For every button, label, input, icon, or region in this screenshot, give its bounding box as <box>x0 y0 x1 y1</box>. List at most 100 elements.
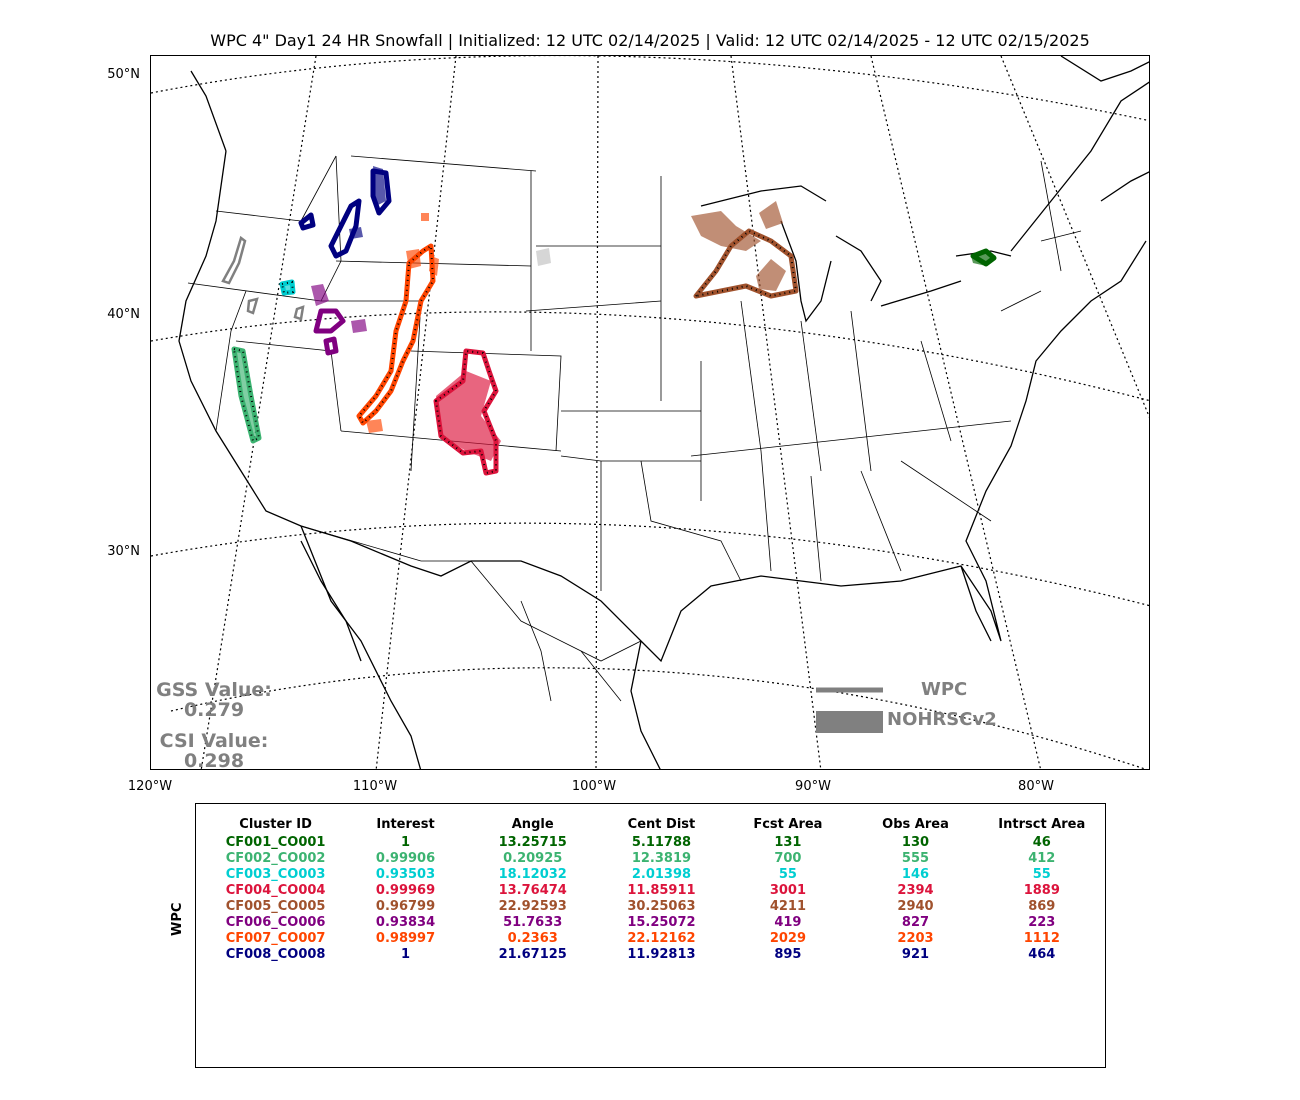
parallel-40n <box>151 311 1149 402</box>
great-lakes-erie <box>880 280 962 307</box>
great-lakes-huron <box>835 235 882 302</box>
col-header-angle: Angle <box>511 816 554 832</box>
parallel-lower <box>170 667 1147 769</box>
hudson-bay-coast <box>1060 56 1149 82</box>
cell-angle: 51.7633 <box>503 914 563 930</box>
lon-label-100w: 100°W <box>571 779 617 794</box>
fcst-contour-cf007 <box>356 243 436 426</box>
cell-cent-dist: 22.12162 <box>627 930 696 946</box>
cell-cluster-id: CF007_CO007 <box>225 930 326 946</box>
map-title: WPC 4" Day1 24 HR Snowfall | Initialized… <box>210 31 1090 50</box>
col-header-interest: Interest <box>376 816 435 832</box>
st-lawrence <box>1010 81 1149 252</box>
cell-interest: 1 <box>401 834 411 850</box>
lon-label-90w: 90°W <box>795 779 831 794</box>
great-lakes-ontario <box>955 250 1012 257</box>
cell-fcst-area: 700 <box>774 850 802 866</box>
cell-cluster-id: CF005_CO005 <box>225 898 326 914</box>
cell-obs-area: 827 <box>901 914 930 930</box>
meridian-100w <box>595 56 599 769</box>
fcst-contour-cf008b <box>328 198 362 259</box>
table-row: CF004_CO004 0.99969 13.76474 11.85911 3001 23… <box>206 882 1105 898</box>
cell-cent-dist: 5.11788 <box>631 834 692 850</box>
cell-cent-dist: 2.01398 <box>631 866 692 882</box>
legend-observed-swatch <box>816 711 883 733</box>
cell-intrsct-area: 464 <box>1028 946 1056 962</box>
table-side-label: WPC <box>170 902 185 936</box>
map-canvas <box>151 56 1149 769</box>
florida-outline <box>960 565 992 642</box>
us-outline <box>178 150 1147 663</box>
col-header-cent-dist: Cent Dist <box>627 816 696 832</box>
cell-angle: 13.76474 <box>498 882 567 898</box>
cell-cent-dist: 11.92813 <box>627 946 696 962</box>
cell-cluster-id: CF002_CO002 <box>225 850 326 866</box>
parallel-30n <box>151 522 1149 607</box>
cell-obs-area: 2940 <box>897 898 934 914</box>
cell-interest: 0.96799 <box>375 898 436 914</box>
meridian-70w <box>1000 56 1149 418</box>
cell-intrsct-area: 55 <box>1032 866 1051 882</box>
table-header-row: Cluster ID Interest Angle Cent Dist Fcst… <box>206 814 1105 834</box>
cell-interest: 0.98997 <box>375 930 436 946</box>
lat-label-30n: 30°N <box>107 544 140 559</box>
cell-fcst-area: 131 <box>774 834 802 850</box>
lon-label-120w: 120°W <box>127 779 173 794</box>
cell-cent-dist: 30.25063 <box>627 898 696 914</box>
obs-area-cf006 <box>311 284 329 306</box>
table-row: CF003_CO003 0.93503 18.12032 2.01398 55 146 55 <box>206 866 1105 882</box>
lon-label-110w: 110°W <box>352 779 398 794</box>
obs-area-cf008 <box>373 166 386 206</box>
cell-fcst-area: 2029 <box>769 930 806 946</box>
legend-forecast-label: WPC <box>921 679 968 700</box>
cell-angle: 18.12032 <box>498 866 567 882</box>
gss-label: GSS Value: <box>156 679 272 701</box>
cell-interest: 0.93503 <box>375 866 436 882</box>
legend-observed-label: NOHRSCv2 <box>887 709 997 730</box>
cell-fcst-area: 4211 <box>769 898 806 914</box>
nova-scotia <box>1100 171 1149 202</box>
forecast-contours <box>231 168 997 476</box>
unmatched-contours <box>221 235 305 321</box>
cell-interest: 0.93834 <box>375 914 436 930</box>
fcst-contour-cf008 <box>370 168 392 216</box>
meridian-90w <box>730 56 822 769</box>
cell-cent-dist: 11.85911 <box>627 882 696 898</box>
cell-intrsct-area: 869 <box>1028 898 1056 914</box>
cell-angle: 21.67125 <box>498 946 567 962</box>
col-header-cluster-id: Cluster ID <box>239 816 312 832</box>
cell-obs-area: 555 <box>901 850 930 866</box>
fcst-contour-cf008c <box>298 212 316 231</box>
obs-area-cf007c <box>366 419 383 433</box>
table-row: CF001_CO001 1 13.25715 5.11788 131 130 46 <box>206 834 1105 850</box>
table-row: CF002_CO002 0.99906 0.20925 12.3819 700 555 41… <box>206 850 1105 866</box>
obs-area-grey <box>536 248 551 266</box>
cell-angle: 0.20925 <box>503 850 563 866</box>
forecast-dotted-overlay <box>232 229 798 475</box>
cell-cluster-id: CF008_CO008 <box>225 946 326 962</box>
table-row: CF005_CO005 0.96799 22.92593 30.25063 4211 29… <box>206 898 1105 914</box>
cell-cluster-id: CF003_CO003 <box>225 866 326 882</box>
graticule <box>151 56 1149 769</box>
meridian-80w <box>870 56 1042 769</box>
fcst-contour-cf001 <box>970 248 997 267</box>
obs-area-cf006b <box>351 319 367 333</box>
fcst-contour-cf006 <box>313 308 346 334</box>
cell-intrsct-area: 223 <box>1028 914 1056 930</box>
parallel-50n <box>151 56 1149 122</box>
gulf-mexico-west <box>630 640 661 769</box>
cell-interest: 1 <box>401 946 411 962</box>
cell-fcst-area: 55 <box>778 866 797 882</box>
cell-cent-dist: 12.3819 <box>631 850 692 866</box>
baja-outline <box>300 540 362 662</box>
cell-obs-area: 2203 <box>897 930 934 946</box>
cell-cent-dist: 15.25072 <box>627 914 696 930</box>
cell-angle: 0.2363 <box>507 930 558 946</box>
obs-area-cf004 <box>436 371 501 461</box>
obs-area-cf007d <box>421 213 429 221</box>
cell-cluster-id: CF001_CO001 <box>225 834 326 850</box>
cell-cluster-id: CF004_CO004 <box>225 882 326 898</box>
obs-area-cf005b <box>756 259 786 291</box>
obs-area-cf005 <box>691 211 761 251</box>
canada-north <box>190 70 227 152</box>
